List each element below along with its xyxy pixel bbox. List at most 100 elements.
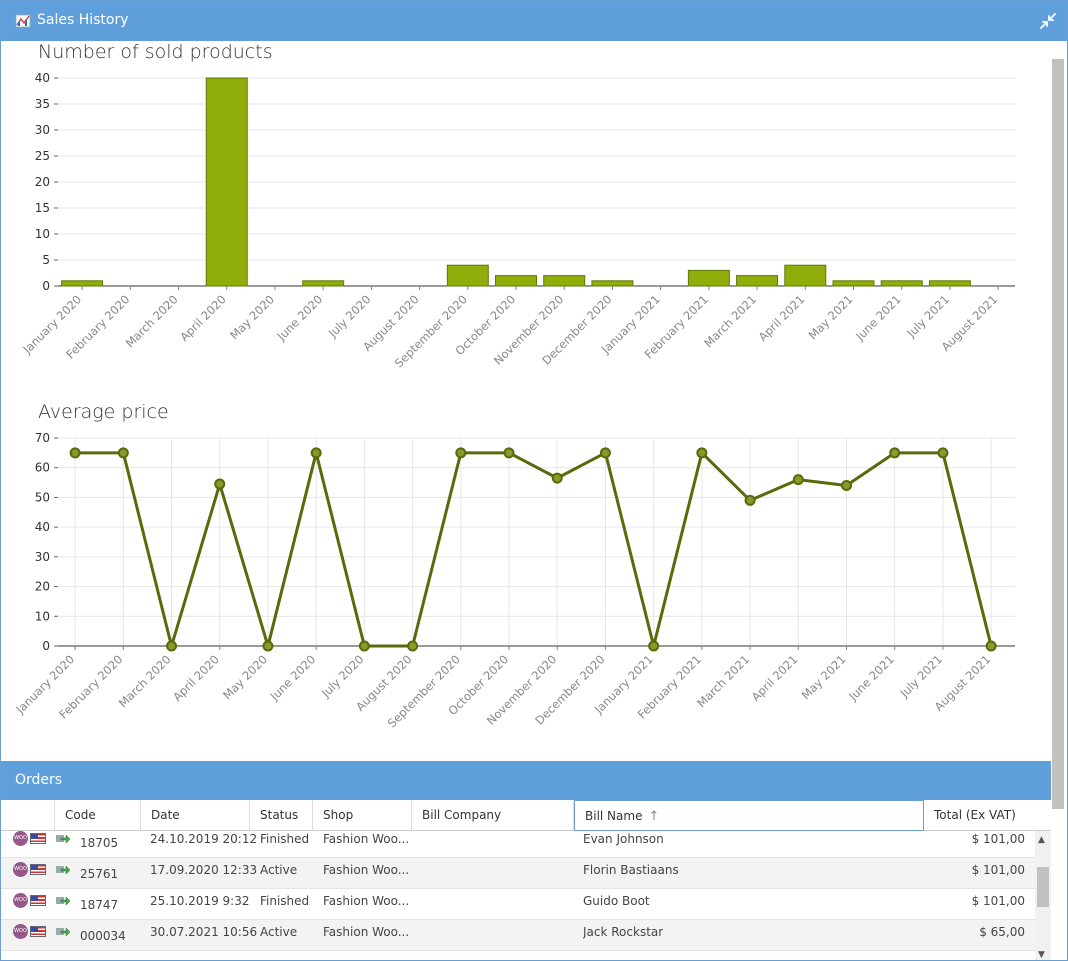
cell-status: Active <box>260 863 298 877</box>
table-row[interactable]: WOO 18747 25.10.2019 9:32 Finished Fashi… <box>1 889 1035 920</box>
bar <box>205 77 248 287</box>
table-row[interactable]: WOO 18705 24.10.2019 20:12 Finished Fash… <box>1 831 1035 858</box>
cell-bill-name: Jack Rockstar <box>583 925 664 939</box>
column-header-bill-name-label: Bill Name <box>585 809 643 823</box>
scroll-down-icon[interactable]: ▼ <box>1038 950 1045 960</box>
woocommerce-icon: WOO <box>13 893 28 908</box>
cell-shop: Fashion Woo... <box>323 863 410 877</box>
data-point <box>214 478 226 490</box>
x-tick-label: March 2020 <box>123 292 181 350</box>
bar <box>736 275 779 287</box>
y-tick-label: 70 <box>35 431 50 445</box>
y-tick-label: 35 <box>35 97 50 111</box>
x-tick-label: May 2020 <box>220 652 270 702</box>
column-header-status[interactable]: Status <box>250 800 313 831</box>
y-tick-label: 20 <box>35 580 50 594</box>
window-title: Sales History <box>37 12 129 28</box>
y-tick-label: 25 <box>35 149 50 163</box>
x-tick-label: July 2020 <box>325 292 374 341</box>
data-point <box>599 447 611 459</box>
us-flag-icon <box>30 833 46 844</box>
cell-shop: Fashion Woo... <box>323 832 410 846</box>
orders-grid-header: Code Date Status Shop Bill Company Bill … <box>1 800 1051 831</box>
cell-code: 000034 <box>80 929 126 943</box>
bar <box>832 280 875 287</box>
open-order-arrow-icon[interactable] <box>56 894 70 906</box>
bar <box>784 264 827 287</box>
data-point <box>117 447 129 459</box>
cell-code: 18705 <box>80 836 119 850</box>
open-order-arrow-icon[interactable] <box>56 925 70 937</box>
window-scrollbar[interactable] <box>1051 41 1065 960</box>
x-tick-label: June 2020 <box>274 292 326 344</box>
window-scrollbar-thumb[interactable] <box>1052 59 1064 809</box>
column-header-bill-name[interactable]: Bill Name ↑ <box>574 800 924 831</box>
orders-grid-scrollbar-thumb[interactable] <box>1037 867 1049 907</box>
column-header-icons[interactable] <box>1 800 55 831</box>
row-icons: WOO <box>13 862 73 878</box>
cell-date: 17.09.2020 12:33 <box>150 863 258 877</box>
data-point <box>407 640 419 652</box>
x-tick-label: May 2020 <box>227 292 277 342</box>
cell-status: Finished <box>260 894 310 908</box>
cell-date: 30.07.2021 10:56 <box>150 925 258 939</box>
cell-total: $ 101,00 <box>971 894 1025 908</box>
scroll-up-icon[interactable]: ▲ <box>1038 835 1045 845</box>
data-point <box>310 447 322 459</box>
cell-total: $ 101,00 <box>971 832 1025 846</box>
bar <box>928 280 971 287</box>
x-tick-label: March 2021 <box>694 652 752 710</box>
data-point <box>358 640 370 652</box>
cell-date: 24.10.2019 20:12 <box>150 832 258 846</box>
cell-shop: Fashion Woo... <box>323 925 410 939</box>
data-point <box>551 472 563 484</box>
column-header-bill-company[interactable]: Bill Company <box>412 800 574 831</box>
bar <box>446 264 489 287</box>
window-titlebar[interactable]: Sales History <box>1 1 1067 41</box>
orders-section-header[interactable]: Orders <box>1 761 1051 800</box>
woocommerce-icon: WOO <box>13 862 28 877</box>
x-tick-label: April 2021 <box>756 292 808 344</box>
y-tick-label: 15 <box>35 201 50 215</box>
y-tick-label: 0 <box>42 279 50 293</box>
table-row[interactable]: WOO 000034 30.07.2021 10:56 Active Fashi… <box>1 920 1035 951</box>
row-icons: WOO <box>13 924 73 940</box>
data-point <box>69 447 81 459</box>
orders-grid-scrollbar[interactable]: ▲ ▼ <box>1035 831 1051 960</box>
x-tick-label: May 2021 <box>806 292 856 342</box>
line-chart-title: Average price <box>38 401 169 423</box>
table-row[interactable]: WOO 25761 17.09.2020 12:33 Active Fashio… <box>1 858 1035 889</box>
cell-shop: Fashion Woo... <box>323 894 410 908</box>
woocommerce-icon: WOO <box>13 924 28 939</box>
us-flag-icon <box>30 895 46 906</box>
data-point <box>937 447 949 459</box>
cell-bill-name: Evan Johnson <box>583 832 664 846</box>
y-tick-label: 50 <box>35 490 50 504</box>
open-order-arrow-icon[interactable] <box>56 832 70 844</box>
data-point <box>744 494 756 506</box>
data-point <box>889 447 901 459</box>
x-tick-label: April 2020 <box>177 292 229 344</box>
cell-total: $ 101,00 <box>971 863 1025 877</box>
us-flag-icon <box>30 926 46 937</box>
compress-arrows-icon[interactable] <box>1039 12 1057 30</box>
orders-grid-body: WOO 18705 24.10.2019 20:12 Finished Fash… <box>1 831 1035 960</box>
cell-date: 25.10.2019 9:32 <box>150 894 250 908</box>
column-header-code[interactable]: Code <box>55 800 141 831</box>
y-tick-label: 0 <box>42 639 50 653</box>
bar <box>880 280 923 287</box>
open-order-arrow-icon[interactable] <box>56 863 70 875</box>
bar <box>495 275 537 287</box>
x-tick-label: July 2021 <box>904 292 953 341</box>
column-header-shop[interactable]: Shop <box>313 800 412 831</box>
y-tick-label: 5 <box>42 253 50 267</box>
bar <box>543 275 586 287</box>
data-point <box>985 640 997 652</box>
cell-bill-name: Florin Bastiaans <box>583 863 679 877</box>
column-header-total[interactable]: Total (Ex VAT) <box>934 808 1016 822</box>
woocommerce-icon: WOO <box>13 831 28 846</box>
y-tick-label: 20 <box>35 175 50 189</box>
column-header-date[interactable]: Date <box>141 800 250 831</box>
cell-status: Active <box>260 925 298 939</box>
